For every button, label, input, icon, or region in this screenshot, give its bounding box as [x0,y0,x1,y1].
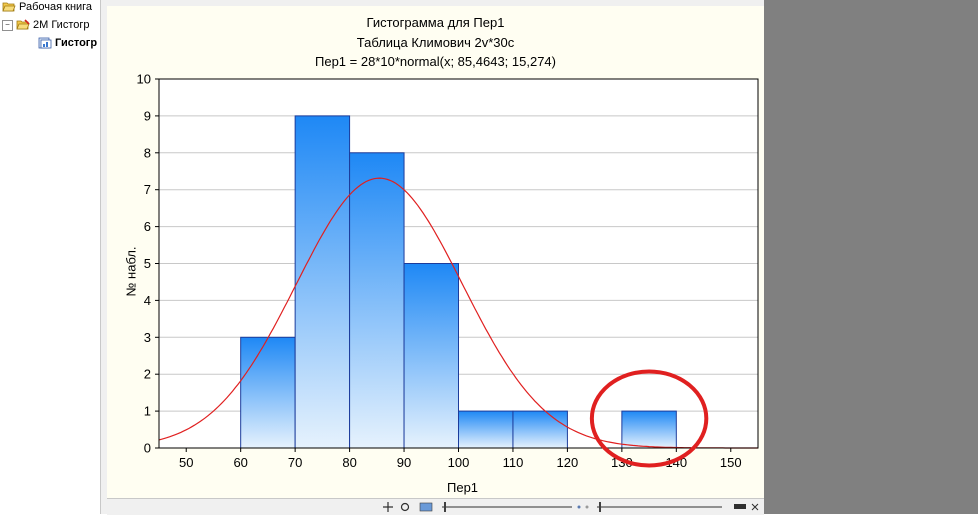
y-tick-label: 10 [137,72,151,87]
x-tick-label: 80 [342,455,356,470]
x-axis-title: Пер1 [447,480,479,495]
tree-item-label: 2M Гистогр [33,19,90,31]
normal-fit-curve [158,177,758,449]
y-tick-label: 5 [144,256,151,271]
y-tick-label: 8 [144,145,151,160]
tree-item-histogram-graph[interactable]: Гистогр [38,37,97,49]
y-tick-label: 4 [144,293,151,308]
color-swatch-icon[interactable] [419,502,433,512]
graph-status-bar [107,498,764,515]
annotations [589,369,709,468]
y-tick-label: 7 [144,182,151,197]
tree-item-label: Рабочая книга [19,1,93,13]
y-tick-label: 1 [144,404,151,419]
tree-expander-icon[interactable]: − [2,19,13,31]
histogram-bar [294,115,351,449]
workbook-tree: Рабочая книга − 2M Гистогр Гистогр [0,0,101,514]
x-tick-label: 50 [179,455,193,470]
x-tick-label: 60 [233,455,247,470]
x-tick-label: 70 [288,455,302,470]
x-tick-label: 110 [503,455,524,470]
tree-item-label: Гистогр [55,37,98,49]
zoom-slider[interactable] [442,502,589,512]
chart-title: Гистограмма для Пер1 [366,15,505,30]
folder-open-icon [16,19,30,30]
x-tick-label: 120 [557,455,579,470]
tree-item-workbook[interactable]: Рабочая книга [2,1,92,13]
x-tick-label: 100 [448,455,470,470]
normal-curve-line [158,177,758,449]
y-tick-label: 9 [144,108,151,123]
tree-item-histogram-folder[interactable]: − 2M Гистогр [2,19,89,31]
pan-tool-icon[interactable] [383,502,393,512]
chart-formula: Пер1 = 28*10*normal(x; 85,4643; 15,274) [315,54,556,69]
graph-document-icon [38,37,52,49]
y-tick-label: 0 [144,441,151,456]
plot-border [158,78,759,449]
window-top-border [107,0,764,6]
zoom-tool-icon[interactable] [400,502,410,512]
empty-workspace [764,0,978,514]
x-tick-label: 90 [397,455,411,470]
histogram-bar [403,263,459,449]
histogram-bar [458,410,514,449]
y-axis-title: № набл. [123,246,139,297]
y-tick-label: 2 [144,367,151,382]
position-slider[interactable] [597,502,759,512]
graph-window: Гистограмма для Пер1 Таблица Климович 2v… [107,6,764,498]
folder-open-icon [2,2,16,12]
histogram-bar [512,410,568,449]
histogram-bar [349,152,405,449]
histogram-bar [621,410,677,449]
outlier-highlight-circle [589,369,709,468]
y-tick-label: 3 [144,330,151,345]
y-tick-label: 6 [144,219,151,234]
histogram-bar [240,336,296,449]
histogram-bars [240,115,677,449]
chart-subtitle: Таблица Климович 2v*30c [356,35,515,50]
x-tick-label: 150 [720,455,742,470]
